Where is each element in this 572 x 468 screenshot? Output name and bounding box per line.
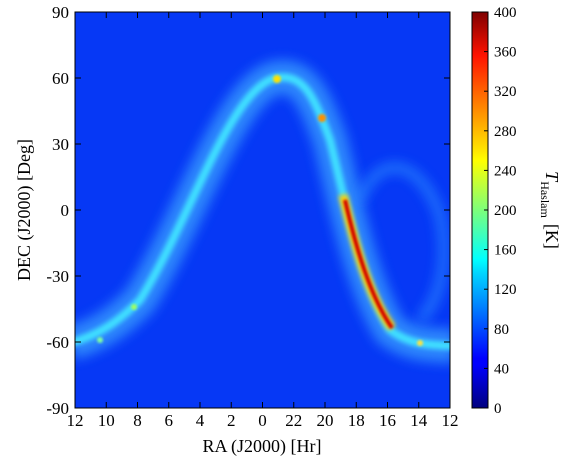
bright-source — [97, 337, 103, 343]
x-tick-label: 6 — [165, 411, 174, 430]
colorbar-tick-label: 160 — [494, 243, 517, 259]
colorbar-unit: [K] — [542, 224, 562, 249]
x-tick-label: 14 — [410, 411, 428, 430]
x-axis-label: RA (J2000) [Hr] — [203, 436, 322, 457]
colorbar-tick-label: 360 — [494, 45, 517, 61]
y-axis-label: DEC (J2000) [Deg] — [14, 139, 35, 281]
x-tick-label: 20 — [317, 411, 334, 430]
x-tick-label: 8 — [133, 411, 142, 430]
plane-core — [343, 199, 394, 330]
x-tick-label: 18 — [348, 411, 365, 430]
y-tick-label: -90 — [46, 399, 69, 418]
y-tick-label: 30 — [52, 135, 69, 154]
y-tick-label: 90 — [52, 3, 69, 22]
colorbar-tick-label: 240 — [494, 163, 517, 179]
colorbar-tick-label: 400 — [494, 5, 517, 21]
x-tick-label: 12 — [67, 411, 84, 430]
colorbar-tick-label: 200 — [494, 203, 517, 219]
x-tick-label: 10 — [98, 411, 115, 430]
bright-source — [131, 304, 137, 310]
x-tick-label: 4 — [196, 411, 205, 430]
colorbar-tick-label: 40 — [494, 361, 509, 377]
colorbar-tick-label: 280 — [494, 124, 517, 140]
bright-source — [318, 114, 326, 122]
y-tick-label: 0 — [61, 201, 70, 220]
bright-source — [417, 340, 423, 346]
colorbar-label: THaslam [K] — [538, 171, 562, 249]
x-tick-label: 2 — [227, 411, 236, 430]
y-tick-label: -30 — [46, 267, 69, 286]
galactic-plane — [75, 73, 450, 350]
x-tick-label: 16 — [379, 411, 396, 430]
colorbar-tick-label: 120 — [494, 282, 517, 298]
colorbar-symbol: T — [542, 171, 562, 183]
polar-spur — [355, 162, 449, 324]
colorbar-tick-label: 320 — [494, 84, 517, 100]
x-tick-label: 12 — [442, 411, 459, 430]
y-tick-label: -60 — [46, 333, 69, 352]
colorbar-tick-label: 80 — [494, 322, 509, 338]
x-tick-label: 22 — [285, 411, 302, 430]
colorbar-subscript: Haslam — [538, 181, 552, 218]
colorbar-tick-label: 0 — [494, 401, 502, 417]
y-tick-label: 60 — [52, 69, 69, 88]
bright-source — [273, 75, 281, 83]
sky-map — [75, 12, 450, 408]
x-tick-label: 0 — [258, 411, 267, 430]
